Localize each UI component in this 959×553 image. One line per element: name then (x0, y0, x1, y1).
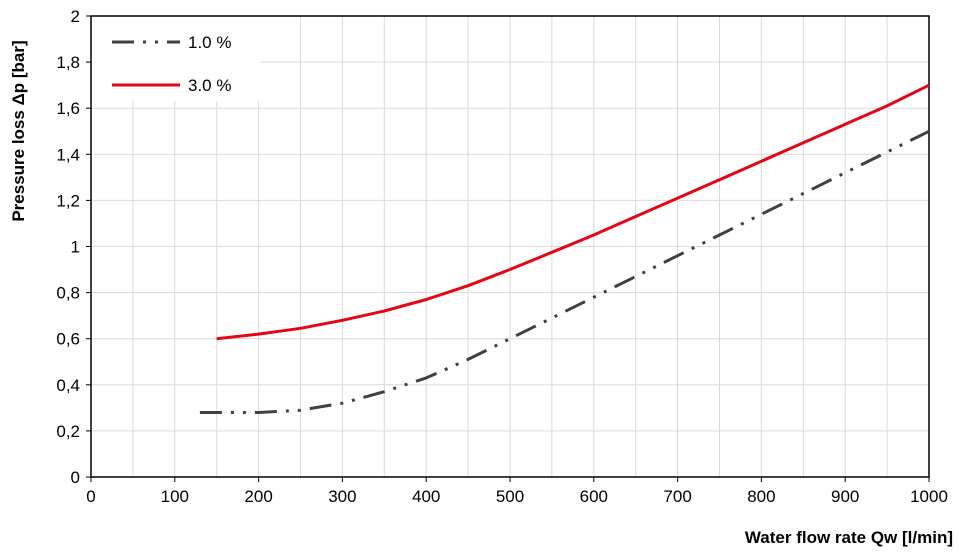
y-tick-label: 0,8 (56, 284, 80, 303)
y-tick-label: 0,2 (56, 422, 80, 441)
y-tick-label: 0,6 (56, 330, 80, 349)
series-line-2 (216, 83, 930, 341)
y-tick-label: 0 (71, 468, 80, 487)
y-tick-label: 0,4 (56, 376, 80, 395)
x-tick-label: 200 (244, 487, 272, 506)
y-tick-label: 1,4 (56, 145, 80, 164)
x-tick-label: 700 (663, 487, 691, 506)
legend-label-2: 3.0 % (188, 76, 231, 95)
x-tick-label: 900 (831, 487, 859, 506)
legend-label-1: 1.0 % (188, 33, 231, 52)
x-tick-label: 0 (86, 487, 95, 506)
x-tick-label: 400 (412, 487, 440, 506)
x-tick-label: 300 (328, 487, 356, 506)
x-tick-label: 500 (496, 487, 524, 506)
axes (86, 15, 930, 482)
y-tick-label: 1,2 (56, 191, 80, 210)
y-tick-label: 1,8 (56, 53, 80, 72)
series-line-1 (199, 129, 930, 414)
data-series (199, 83, 930, 414)
y-tick-label: 2 (71, 7, 80, 26)
x-axis-title: Water flow rate Qw [l/min] (745, 528, 953, 547)
y-axis-title: Pressure loss Δp [bar] (9, 40, 28, 221)
x-tick-label: 800 (747, 487, 775, 506)
legend-box (92, 17, 260, 101)
grid-lines (91, 16, 929, 477)
y-tick-label: 1,6 (56, 99, 80, 118)
legend: 1.0 % 3.0 % (92, 17, 260, 101)
x-tick-label: 600 (580, 487, 608, 506)
x-tick-label: 1000 (910, 487, 948, 506)
y-tick-label: 1 (71, 238, 80, 257)
x-tick-label: 100 (161, 487, 189, 506)
tick-labels: 0 100 200 300 400 500 600 700 800 900 1000 0 0,2 0,4 0… (56, 7, 948, 506)
